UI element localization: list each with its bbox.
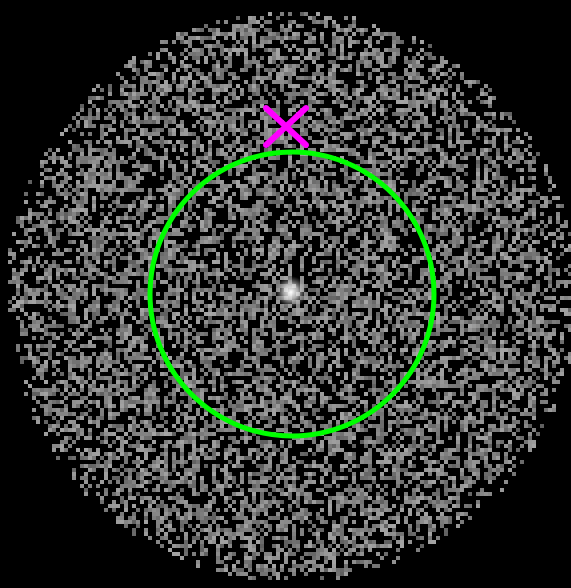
source-region-circle[interactable] — [147, 149, 437, 439]
bright-source[interactable] — [275, 276, 307, 308]
x-marker-icon[interactable] — [263, 105, 309, 148]
